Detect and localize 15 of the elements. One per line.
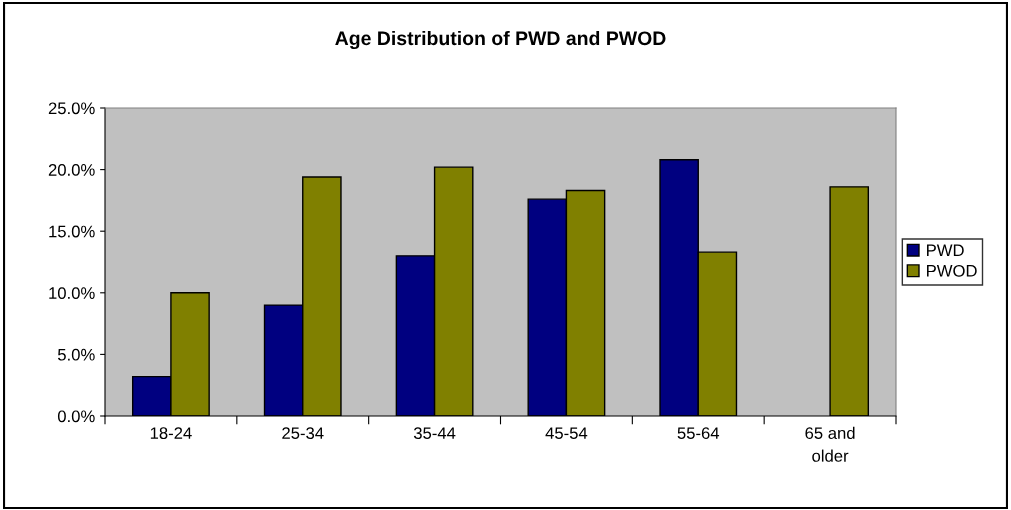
chart-title: Age Distribution of PWD and PWOD bbox=[335, 30, 666, 50]
y-tick-label: 0.0% bbox=[57, 410, 95, 423]
legend-label: PWD bbox=[927, 244, 964, 257]
y-tick-label: 10.0% bbox=[49, 287, 95, 299]
y-tick-label: 15.0% bbox=[49, 225, 95, 238]
legend-label: PWOD bbox=[927, 264, 977, 277]
x-tick-label: 25-34 bbox=[282, 427, 324, 440]
x-tick-label: 55-64 bbox=[677, 427, 720, 440]
y-tick-label: 20.0% bbox=[48, 164, 95, 176]
y-tick-label: 25.0% bbox=[48, 102, 95, 115]
x-tick-label: 18-24 bbox=[150, 427, 192, 440]
x-tick-label: 35-44 bbox=[413, 427, 456, 440]
x-tick-label: 45-54 bbox=[545, 427, 588, 440]
y-tick-label: 5.0% bbox=[57, 348, 95, 361]
x-tick-label: 65 and older bbox=[805, 426, 855, 462]
